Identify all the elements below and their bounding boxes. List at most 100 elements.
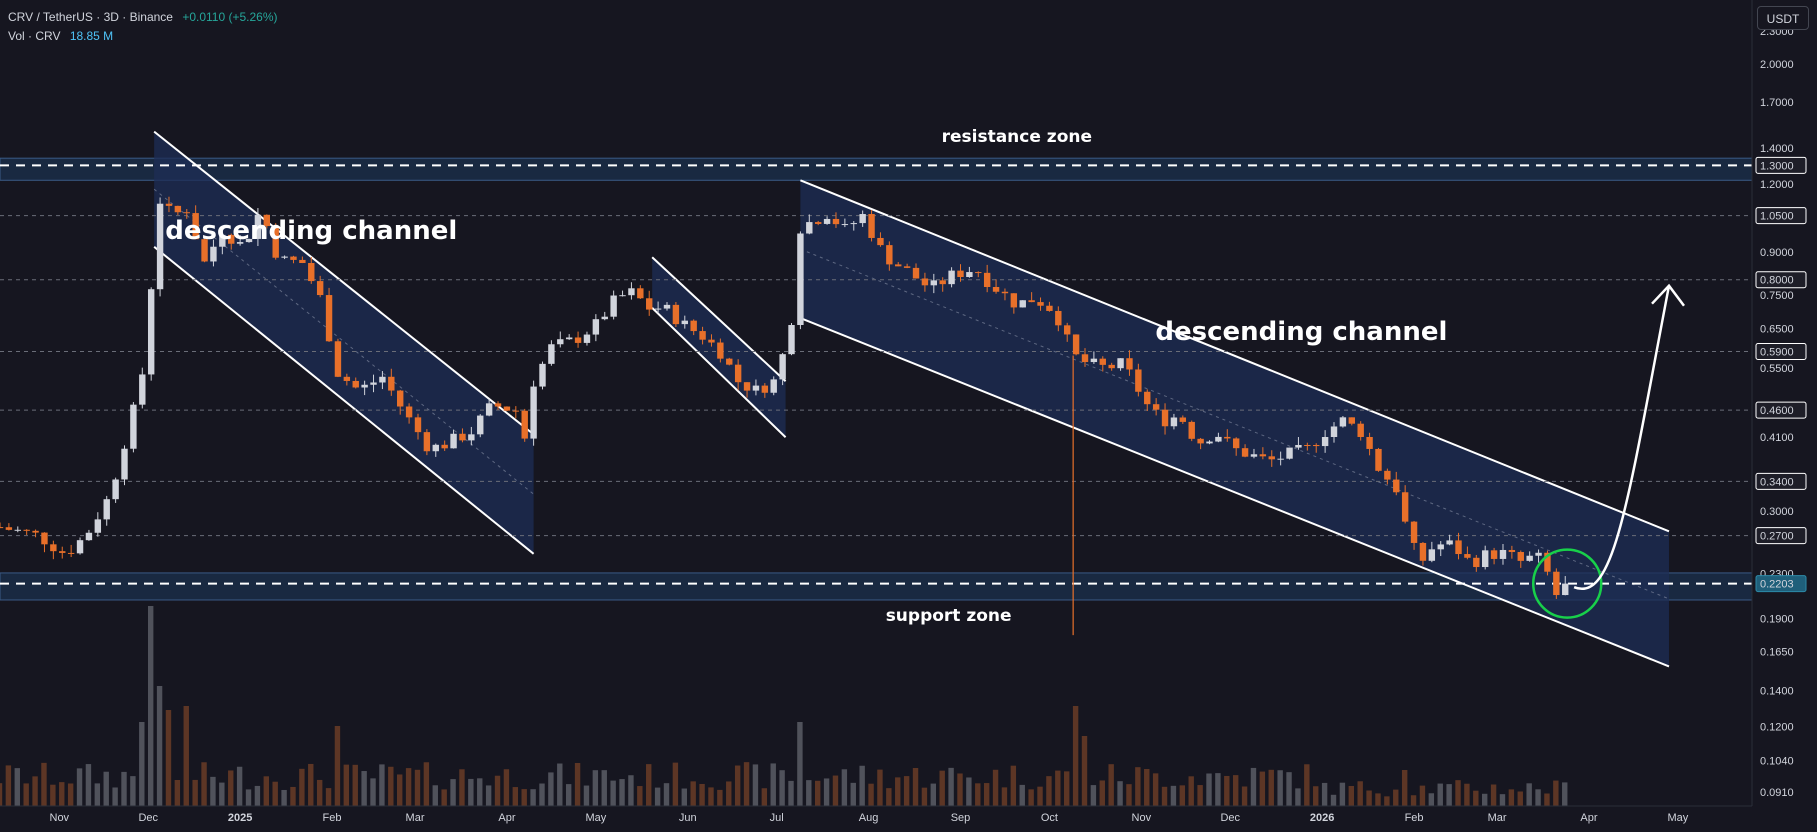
candle-body — [1384, 470, 1391, 480]
channel-upper-line-1 — [153, 130, 535, 436]
candle-body — [1286, 447, 1293, 459]
candle-body — [468, 434, 475, 441]
candle-body — [379, 376, 386, 383]
volume-bar — [1357, 781, 1363, 806]
price-tick-label: 0.1040 — [1760, 755, 1794, 767]
volume-bar — [939, 770, 945, 806]
volume-bar — [779, 770, 785, 806]
volume-bar — [663, 783, 670, 806]
time-tick-label: Jul — [770, 812, 784, 824]
volume-bar — [1126, 784, 1132, 806]
volume-bar — [565, 784, 572, 806]
candle-body — [903, 266, 911, 268]
annotation-label-3: resistance zone — [942, 127, 1092, 147]
candle-body — [1295, 444, 1302, 448]
channel-fill-1 — [154, 131, 534, 554]
candle-body — [183, 212, 190, 214]
price-level-badge-label: 0.4600 — [1760, 405, 1794, 417]
candle-body — [94, 519, 102, 533]
annotation-label-4: support zone — [886, 606, 1012, 626]
candle-body — [1455, 540, 1462, 555]
candle-body — [939, 280, 946, 285]
candle-body — [841, 224, 849, 226]
price-level-badge — [1755, 575, 1807, 593]
candle-body — [281, 256, 288, 258]
volume-bar — [50, 784, 56, 806]
candle-body — [1339, 417, 1347, 427]
volume-bar — [1072, 706, 1079, 806]
candle-body — [67, 552, 75, 554]
volume-bar — [1366, 790, 1372, 806]
channel-lower-line-1 — [153, 246, 535, 555]
volume-bar — [112, 787, 118, 806]
volume-bar — [1535, 789, 1541, 806]
volume-bar — [1517, 791, 1523, 806]
candle-body — [450, 433, 457, 449]
candle-body — [565, 337, 573, 340]
candle-body — [966, 272, 973, 277]
candle-body — [1375, 448, 1382, 471]
volume-bar — [468, 778, 474, 806]
candle-body — [832, 218, 840, 225]
candle-body — [147, 289, 155, 375]
candle-body — [752, 385, 760, 391]
candle-body — [663, 304, 671, 309]
volume-bar — [121, 771, 127, 806]
candle-body — [814, 222, 822, 224]
volume-bar — [423, 762, 430, 806]
currency-button[interactable]: USDT — [1757, 6, 1809, 30]
volume-bar — [1170, 785, 1177, 806]
volume-bar — [334, 726, 341, 806]
volume-bar — [1455, 780, 1461, 806]
time-tick-label: Mar — [1488, 812, 1507, 824]
candle-body — [868, 214, 875, 238]
volume-bar — [681, 788, 687, 806]
volume-bar — [1508, 789, 1515, 806]
volume-bar — [1019, 784, 1025, 806]
volume-bar — [1197, 785, 1203, 806]
candle-body — [1250, 454, 1258, 457]
price-tick-label: 1.4000 — [1760, 143, 1794, 155]
volume-bar — [1206, 773, 1212, 806]
candle-body — [1010, 293, 1018, 308]
channel-upper-line-3 — [800, 179, 1670, 533]
candle-body — [708, 339, 715, 343]
candle-body — [743, 382, 751, 391]
candle-body — [1304, 444, 1311, 446]
volume-bar — [174, 779, 181, 806]
volume-bar — [1321, 782, 1328, 806]
candle-body — [1064, 325, 1071, 335]
channel-upper-line-2 — [651, 256, 787, 382]
candle-body — [779, 354, 786, 380]
candle-body — [423, 432, 431, 452]
candle-body — [1481, 550, 1489, 568]
candle-body — [5, 527, 13, 530]
volume-bar — [219, 782, 225, 806]
volume-label[interactable]: Vol · CRV — [8, 29, 61, 43]
volume-bar — [0, 783, 3, 806]
volume-bar — [1490, 784, 1497, 806]
volume-bar — [717, 789, 723, 806]
volume-bar — [975, 783, 981, 806]
price-level-badge-label: 0.3400 — [1760, 476, 1794, 488]
candle-body — [121, 448, 128, 480]
candle-body — [583, 334, 591, 343]
candle-body — [1117, 358, 1124, 369]
price-tick-label: 0.3000 — [1760, 506, 1794, 518]
candle-body — [50, 544, 57, 552]
price-level-badge-label: 1.3000 — [1760, 160, 1794, 172]
volume-bar — [156, 686, 163, 806]
volume-bar — [316, 779, 323, 806]
volume-bar — [832, 775, 839, 806]
candle-body — [1099, 358, 1106, 365]
candle-body — [1001, 291, 1009, 294]
candle-body — [717, 342, 724, 359]
price-level-badge — [1755, 156, 1807, 174]
volume-bar — [539, 783, 545, 806]
symbol-title[interactable]: CRV / TetherUS · 3D · Binance — [8, 10, 173, 24]
time-tick-label: Jun — [679, 812, 697, 824]
volume-bar — [1117, 781, 1123, 806]
candle-body — [272, 226, 279, 258]
volume-bar — [1001, 787, 1008, 806]
